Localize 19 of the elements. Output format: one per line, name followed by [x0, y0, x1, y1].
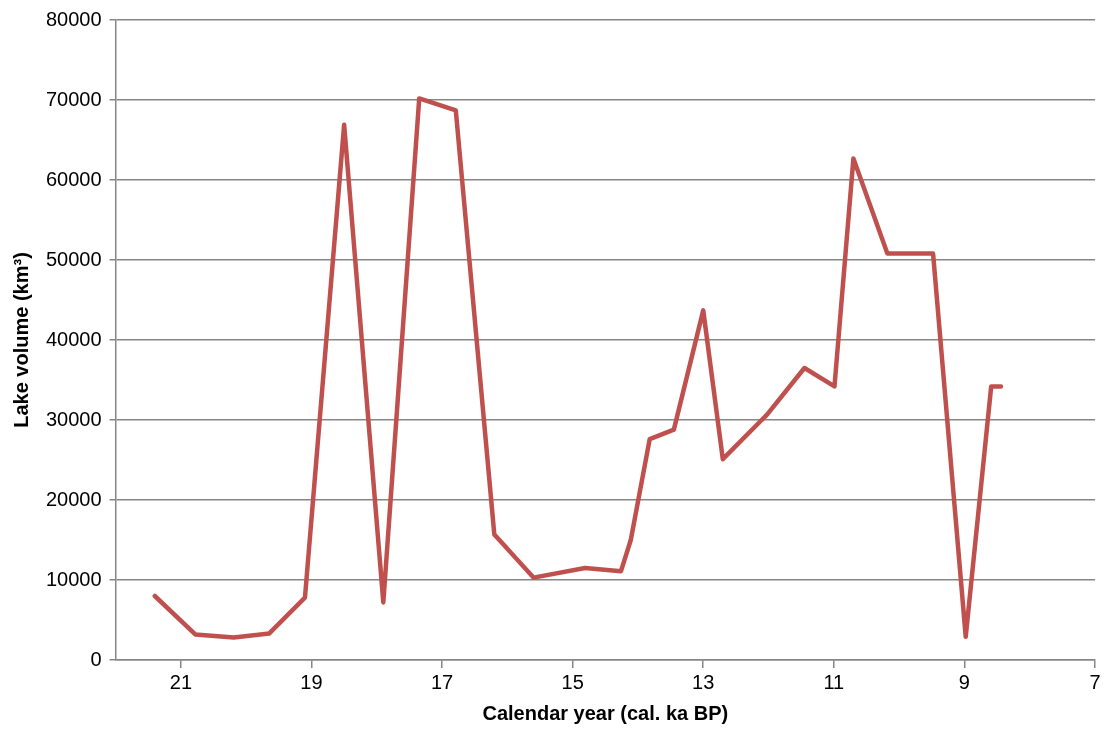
y-tick-label: 0: [90, 647, 102, 670]
x-tick-label: 17: [430, 670, 454, 693]
y-tick-label: 30000: [45, 407, 102, 430]
x-tick-label: 7: [1089, 670, 1101, 693]
y-tick-label: 10000: [45, 567, 102, 590]
x-tick-label: 21: [169, 670, 193, 693]
x-axis-title: Calendar year (cal. ka BP): [482, 701, 729, 724]
y-tick-label: 50000: [45, 247, 102, 270]
x-tick-label: 9: [958, 670, 970, 693]
x-tick-label: 11: [823, 670, 845, 693]
x-tick-label: 13: [692, 670, 715, 693]
y-axis-title: Lake volume (km³): [9, 252, 32, 428]
y-tick-label: 70000: [45, 87, 102, 110]
y-tick-label: 60000: [45, 167, 102, 190]
y-tick-label: 80000: [45, 7, 102, 30]
x-tick-label: 15: [561, 670, 584, 693]
x-tick-label: 19: [300, 670, 323, 693]
y-tick-label: 40000: [45, 327, 102, 350]
y-tick-label: 20000: [45, 487, 102, 510]
